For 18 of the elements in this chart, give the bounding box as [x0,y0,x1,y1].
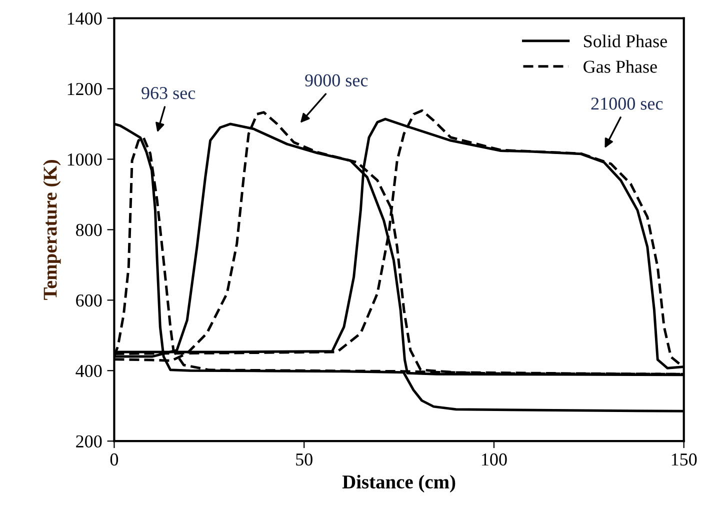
y-tick-label: 200 [76,435,102,448]
y-tick-label: 400 [76,364,102,378]
x-tick-label: 0 [110,453,118,466]
annotation: 21000 sec [591,98,663,110]
y-tick-label: 600 [76,294,102,307]
y-tick-label: 1400 [68,12,102,25]
y-tick-label: 800 [76,224,102,236]
legend-label: Gas Phase [584,60,657,73]
annotation: 9000 sec [305,74,368,86]
y-axis-title: Temperature (K) [43,160,61,300]
x-tick-label: 50 [296,453,312,466]
legend-label: Solid Phase [584,34,667,48]
x-tick-label: 150 [672,453,697,466]
x-axis-title: Distance (cm) [342,474,456,492]
annotation: 963 sec [142,87,196,100]
y-tick-label: 1000 [68,153,102,166]
y-tick-label: 1200 [68,82,102,96]
x-tick-label: 100 [482,453,507,466]
